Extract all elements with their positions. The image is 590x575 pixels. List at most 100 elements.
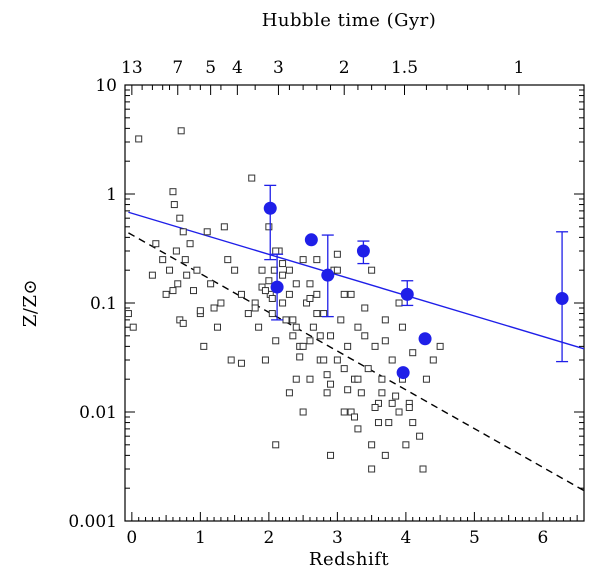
data-point-square — [388, 356, 396, 364]
data-point-square — [337, 316, 345, 324]
data-point-square — [292, 375, 300, 383]
data-point-square — [327, 451, 335, 459]
data-point-square — [316, 332, 324, 340]
data-point-square — [364, 365, 372, 373]
data-point-square — [306, 280, 314, 288]
y-tick-label: 1 — [106, 185, 117, 205]
x-tick-label: 0 — [126, 528, 137, 548]
y-tick-label: 10 — [95, 76, 117, 96]
data-point-square — [419, 465, 427, 473]
data-point-square — [258, 266, 266, 274]
data-point-square — [357, 389, 365, 397]
data-point-square — [176, 214, 184, 222]
data-point-square — [272, 247, 280, 255]
data-point-circle — [356, 244, 370, 258]
data-point-square — [374, 419, 382, 427]
data-point-circle — [400, 287, 414, 301]
data-point-square — [309, 323, 317, 331]
data-point-square — [203, 228, 211, 236]
top-tick-label: 4 — [232, 58, 243, 78]
data-point-square — [172, 247, 180, 255]
data-point-square — [196, 307, 204, 315]
x-axis-title: Redshift — [309, 549, 389, 570]
data-point-square — [347, 290, 355, 298]
top-tick-label: 1 — [514, 58, 525, 78]
data-point-square — [385, 419, 393, 427]
data-point-square — [152, 240, 160, 248]
x-tick-label: 1 — [195, 528, 206, 548]
data-point-square — [169, 188, 177, 196]
data-point-square — [381, 316, 389, 324]
data-point-square — [299, 342, 307, 350]
data-point-square — [333, 266, 341, 274]
data-point-square — [416, 432, 424, 440]
data-point-square — [261, 356, 269, 364]
data-point-square — [244, 310, 252, 318]
data-point-square — [186, 240, 194, 248]
data-point-square — [368, 465, 376, 473]
top-tick-label: 13 — [121, 58, 143, 78]
data-point-square — [344, 342, 352, 350]
data-point-square — [306, 375, 314, 383]
data-point-square — [183, 271, 191, 279]
data-point-square — [279, 260, 287, 268]
data-point-square — [170, 201, 178, 209]
data-point-square — [255, 323, 263, 331]
data-point-square — [306, 337, 314, 345]
data-point-square — [354, 375, 362, 383]
data-point-square — [179, 228, 187, 236]
top-tick-label: 2 — [339, 58, 350, 78]
data-point-square — [148, 271, 156, 279]
data-point-square — [327, 332, 335, 340]
data-point-square — [371, 403, 379, 411]
data-point-square — [272, 337, 280, 345]
x-tick-label: 4 — [400, 528, 411, 548]
data-point-square — [129, 323, 137, 331]
data-point-square — [220, 223, 228, 231]
data-point-square — [422, 375, 430, 383]
plot-frame — [124, 84, 585, 522]
data-point-square — [159, 256, 167, 264]
data-point-square — [285, 290, 293, 298]
data-point-square — [292, 323, 300, 331]
data-point-circle — [263, 201, 277, 215]
data-point-square — [299, 256, 307, 264]
data-point-square — [398, 323, 406, 331]
data-point-circle — [555, 291, 569, 305]
data-point-square — [177, 127, 185, 135]
data-point-square — [368, 441, 376, 449]
data-point-square — [392, 392, 400, 400]
dashed-fit-line — [128, 232, 585, 492]
data-point-square — [368, 266, 376, 274]
x-tick-label: 5 — [469, 528, 480, 548]
data-point-square — [289, 332, 297, 340]
data-point-square — [402, 441, 410, 449]
x-tick-label: 2 — [263, 528, 274, 548]
data-point-square — [395, 299, 403, 307]
data-point-circle — [304, 233, 318, 247]
data-point-square — [436, 342, 444, 350]
data-point-square — [285, 266, 293, 274]
data-point-square — [327, 380, 335, 388]
data-point-square — [279, 271, 287, 279]
x-tick-label: 6 — [537, 528, 548, 548]
data-point-square — [354, 425, 362, 433]
data-point-square — [361, 304, 369, 312]
data-point-square — [344, 386, 352, 394]
data-point-square — [378, 389, 386, 397]
data-point-square — [429, 356, 437, 364]
data-point-square — [174, 280, 182, 288]
data-point-square — [169, 287, 177, 295]
data-point-square — [272, 441, 280, 449]
data-point-square — [354, 323, 362, 331]
data-point-square — [224, 256, 232, 264]
x-tick-label: 3 — [332, 528, 343, 548]
data-point-circle — [418, 332, 432, 346]
data-point-square — [361, 332, 369, 340]
top-tick-label: 7 — [172, 58, 183, 78]
data-point-square — [166, 266, 174, 274]
data-point-square — [289, 316, 297, 324]
y-tick-label: 0.1 — [90, 294, 117, 314]
y-tick-label: 0.001 — [68, 512, 117, 532]
data-point-square — [340, 290, 348, 298]
